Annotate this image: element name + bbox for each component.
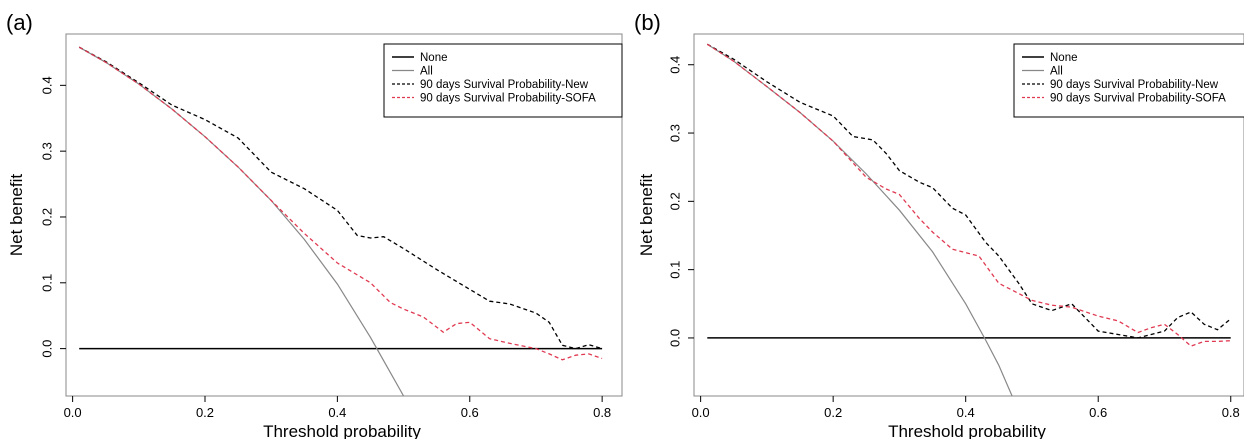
series-line-90-days-survival-probability-new	[706, 43, 1232, 339]
x-tick-label: 0.6	[461, 405, 479, 420]
y-tick-label: 0.4	[39, 76, 54, 94]
y-axis-label: Net benefit	[7, 174, 26, 256]
y-tick-label: 0.4	[667, 56, 682, 74]
panel-label: (b)	[634, 10, 661, 35]
y-tick-label: 0.3	[667, 124, 682, 142]
x-tick-label: 0.2	[824, 405, 842, 420]
legend-label: 90 days Survival Probability-New	[420, 79, 589, 91]
x-tick-label: 0.6	[1089, 405, 1107, 420]
chart-panel-a: (a) 0.0 0.2 0.4 0.6 0.8 0.0 0.1 0.2 0.3 0.4 Thresho…	[6, 10, 623, 439]
y-tick-label: 0.0	[39, 340, 54, 358]
x-tick-label: 0.4	[957, 405, 975, 420]
plot-frame	[65, 33, 623, 397]
x-tick-label: 0.2	[196, 405, 214, 420]
plot-frame	[693, 33, 1244, 397]
legend-box	[1013, 43, 1244, 118]
chart-panel-b: (b) 0.0 0.2 0.4 0.6 0.8 0.0 0.1 0.2 0.3 0.4 Thresho…	[634, 10, 1244, 439]
legend-label: None	[420, 52, 448, 64]
y-tick-label: 0.2	[667, 192, 682, 210]
y-tick-label: 0.3	[39, 142, 54, 160]
legend-label: 90 days Survival Probability-SOFA	[420, 93, 596, 105]
y-tick-label: 0.1	[667, 261, 682, 279]
x-tick-label: 0.0	[64, 405, 82, 420]
y-tick-label: 0.0	[667, 329, 682, 347]
series-line-90-days-survival-probability-sofa	[78, 46, 603, 361]
legend-label: None	[1050, 52, 1078, 64]
legend-label: 90 days Survival Probability-New	[1050, 79, 1219, 91]
plot-area	[78, 46, 603, 396]
y-tick-label: 0.2	[39, 208, 54, 226]
legend-label: All	[1050, 66, 1063, 78]
panel-label: (a)	[6, 10, 33, 35]
series-line-all	[78, 46, 405, 396]
y-tick-label: 0.1	[39, 274, 54, 292]
legend-label: 90 days Survival Probability-SOFA	[1050, 93, 1226, 105]
series-line-90-days-survival-probability-sofa	[706, 43, 1231, 347]
x-axis-label: Threshold probability	[888, 422, 1046, 439]
x-axis-label: Threshold probability	[263, 422, 421, 439]
y-axis-label: Net benefit	[637, 174, 656, 256]
x-tick-label: 0.8	[1222, 405, 1240, 420]
legend-label: All	[420, 66, 433, 78]
series-line-90-days-survival-probability-new	[78, 46, 603, 350]
legend-box	[383, 43, 623, 118]
series-line-all	[706, 43, 1013, 396]
x-tick-label: 0.8	[593, 405, 611, 420]
x-tick-label: 0.0	[692, 405, 710, 420]
plot-area	[706, 43, 1232, 396]
x-tick-label: 0.4	[328, 405, 346, 420]
